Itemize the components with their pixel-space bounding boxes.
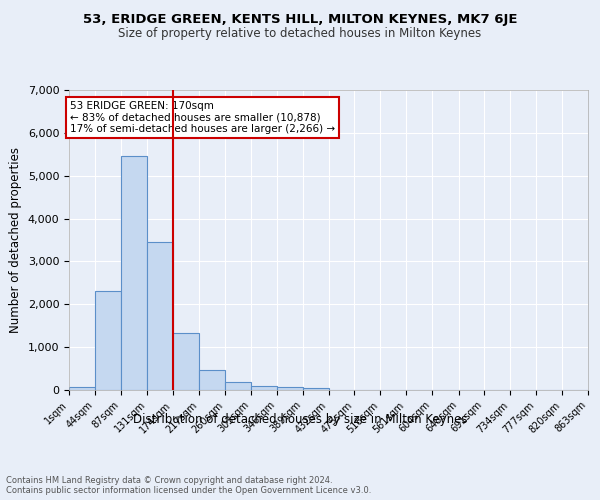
Bar [199,370,225,390]
Bar [95,292,121,390]
Bar [251,386,277,390]
Bar [173,334,199,390]
Bar [147,242,173,390]
Text: Size of property relative to detached houses in Milton Keynes: Size of property relative to detached ho… [118,28,482,40]
Text: Distribution of detached houses by size in Milton Keynes: Distribution of detached houses by size … [133,412,467,426]
Y-axis label: Number of detached properties: Number of detached properties [9,147,22,333]
Bar [121,156,147,390]
Text: 53 ERIDGE GREEN: 170sqm
← 83% of detached houses are smaller (10,878)
17% of sem: 53 ERIDGE GREEN: 170sqm ← 83% of detache… [70,100,335,134]
Text: 53, ERIDGE GREEN, KENTS HILL, MILTON KEYNES, MK7 6JE: 53, ERIDGE GREEN, KENTS HILL, MILTON KEY… [83,12,517,26]
Bar [302,388,329,390]
Bar [225,382,251,390]
Bar [69,387,95,390]
Text: Contains HM Land Registry data © Crown copyright and database right 2024.
Contai: Contains HM Land Registry data © Crown c… [6,476,371,495]
Bar [277,387,302,390]
